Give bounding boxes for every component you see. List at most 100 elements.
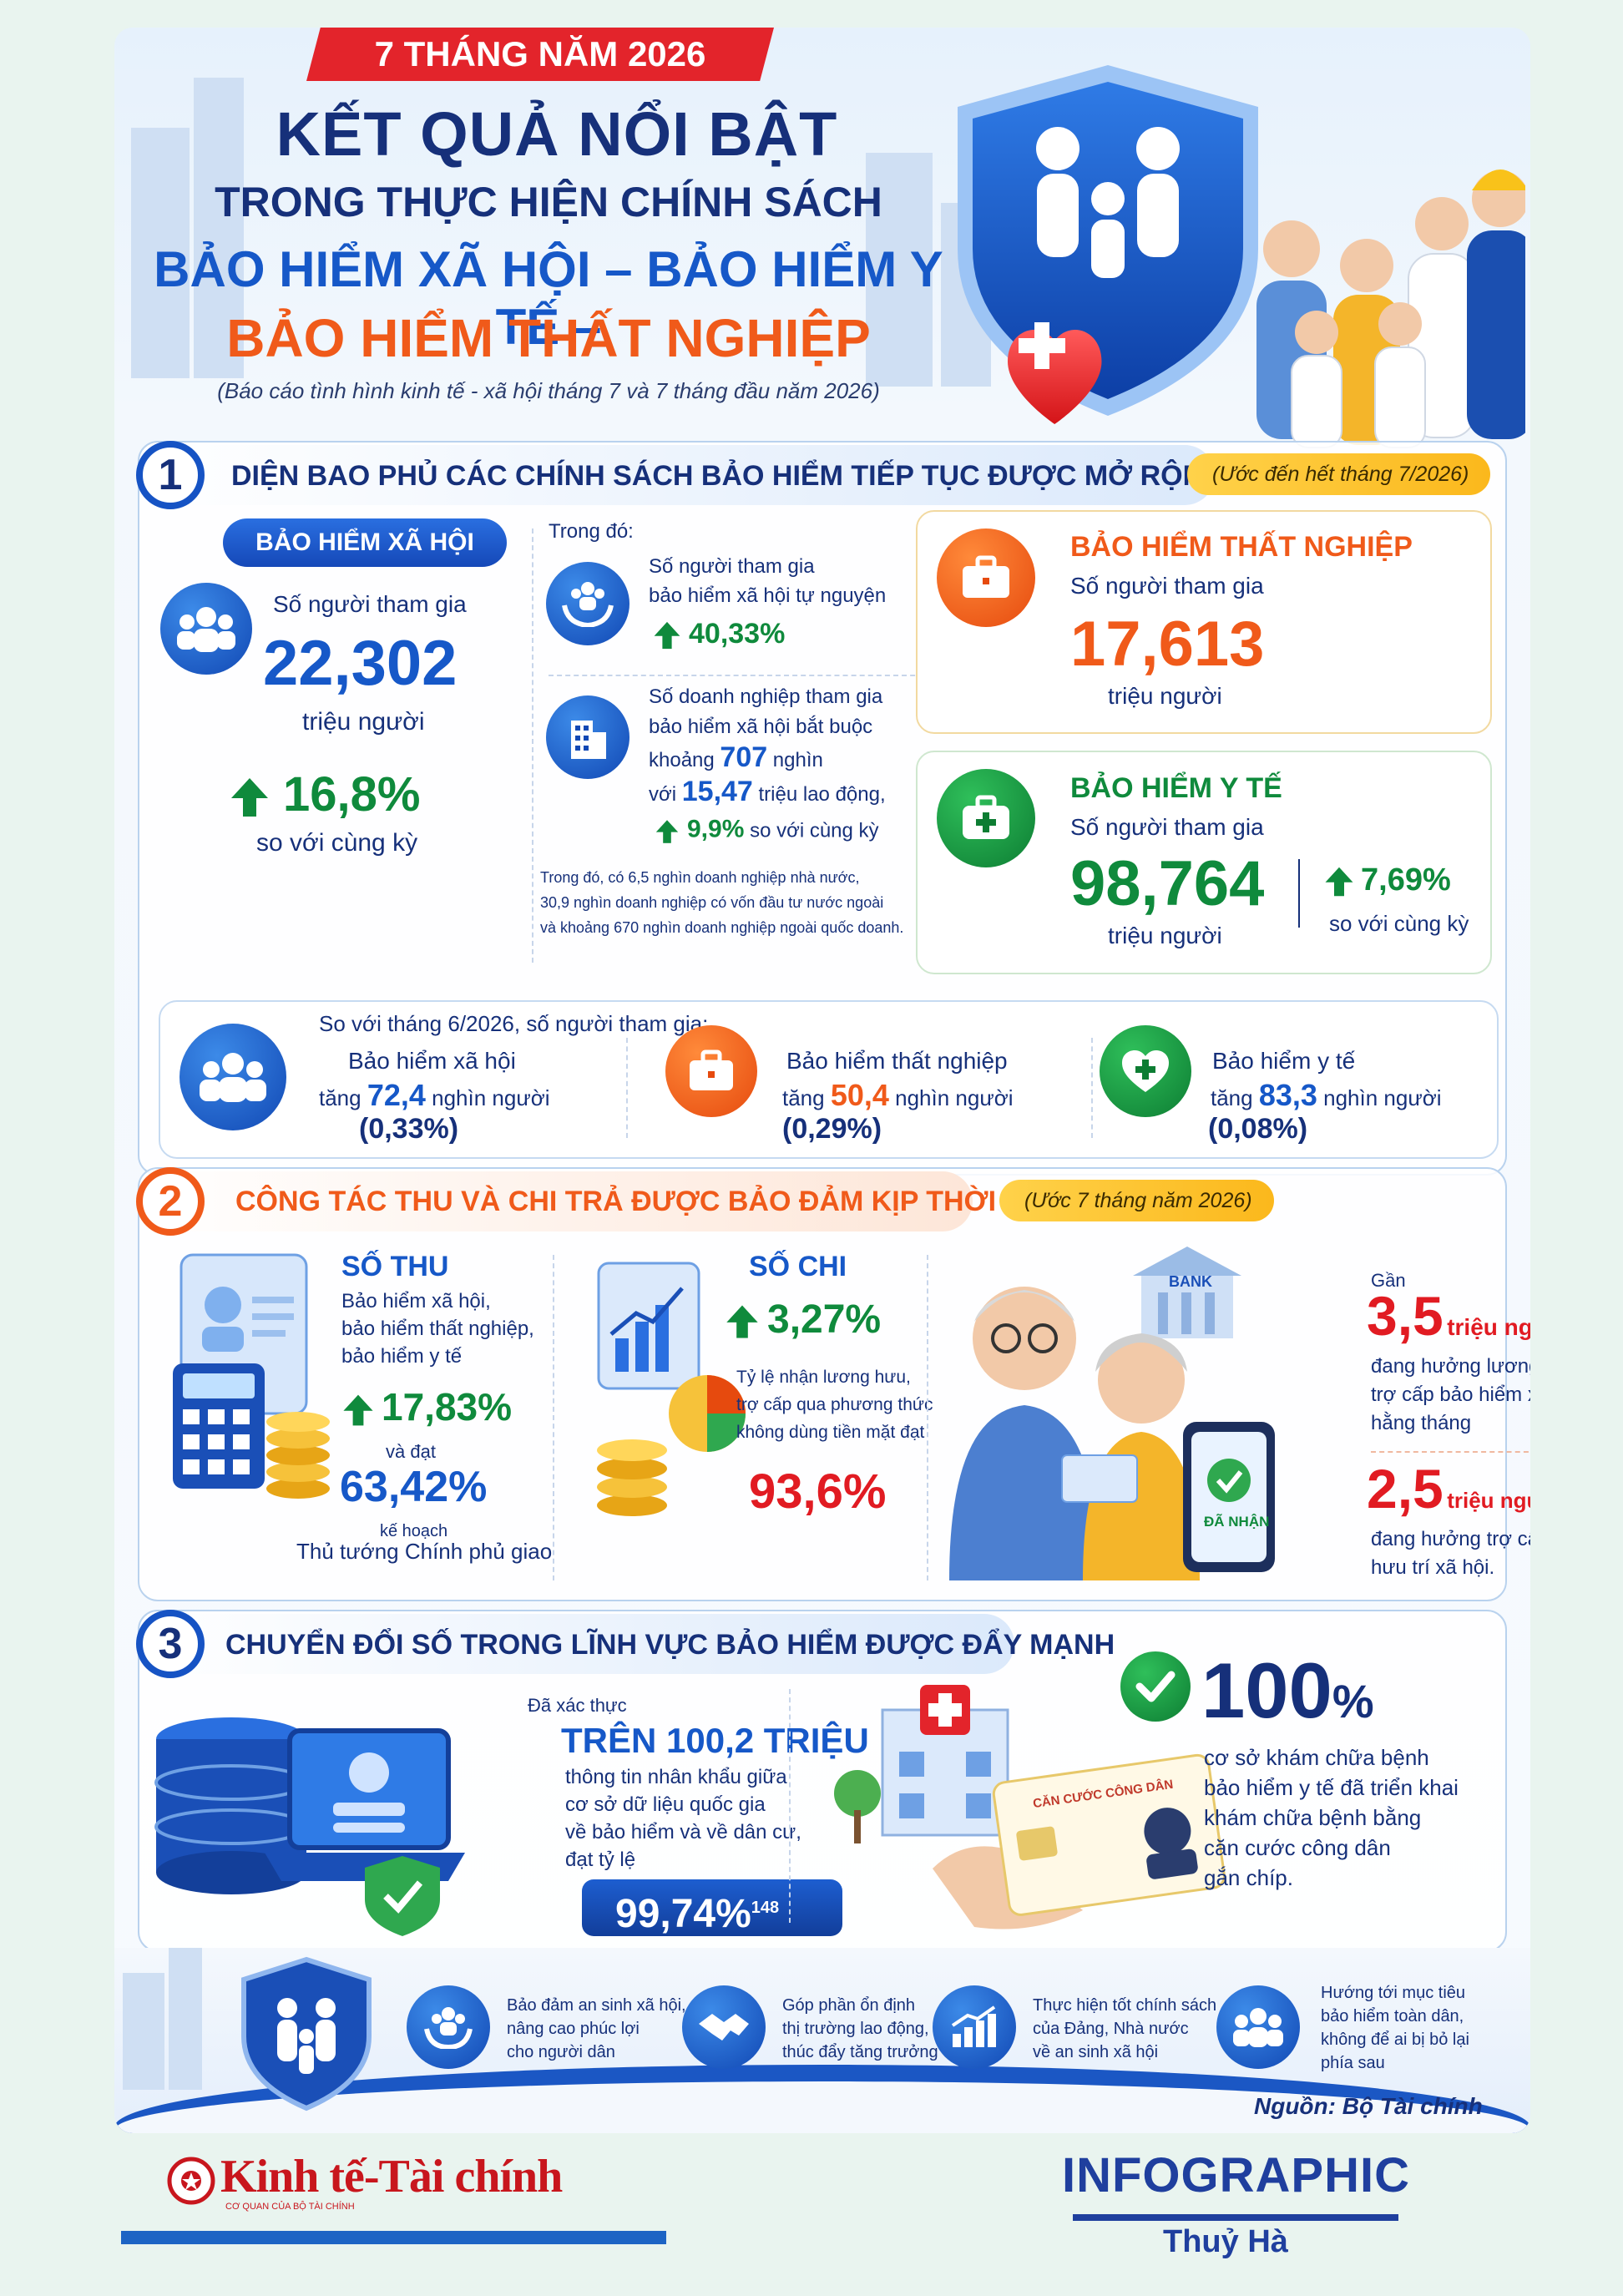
dn-line1: Số doanh nghiệp tham gia bbox=[649, 685, 883, 708]
sothu-line4: kế hoạch bbox=[380, 1522, 448, 1540]
phone-text: ĐÃ NHẬN bbox=[1204, 1513, 1269, 1530]
goal-4-line3: không để ai bị bỏ lại bbox=[1321, 2030, 1469, 2049]
sochi-growth: 3,27% bbox=[724, 1297, 881, 1343]
cmp-unit: nghìn người bbox=[425, 1085, 550, 1110]
briefcase-icon bbox=[937, 528, 1035, 627]
pension-desc1-l1: đang hưởng lương hưu, bbox=[1371, 1355, 1530, 1378]
bhyt-box bbox=[916, 751, 1492, 974]
section3-title: CHUYỂN ĐỔI SỐ TRONG LĨNH VỰC BẢO HIỂM ĐƯ… bbox=[225, 1629, 1115, 1661]
cmp-bhyt-change: tăng 83,3 nghìn người bbox=[1211, 1078, 1442, 1113]
chart-coins-illustration bbox=[597, 1262, 746, 1516]
section2-header bbox=[138, 1171, 973, 1231]
sochi-line2: trợ cấp qua phương thức bbox=[736, 1395, 933, 1414]
goal-1-line1: Bảo đảm an sinh xã hội, bbox=[507, 1996, 686, 2015]
cmp-unit: nghìn người bbox=[888, 1085, 1014, 1110]
dn-growth: 9,9% so với cùng kỳ bbox=[649, 812, 879, 851]
pct100-value: 100 bbox=[1201, 1646, 1332, 1734]
cmp-prefix: tăng bbox=[1211, 1085, 1259, 1110]
section1-header bbox=[138, 445, 1215, 505]
bhyt-growth-value: 7,69% bbox=[1361, 862, 1451, 898]
database-laptop-illustration bbox=[154, 1717, 465, 1936]
dn-line4-suffix: triệu lao động, bbox=[752, 783, 886, 806]
dn-line3: khoảng 707 nghìn bbox=[649, 741, 823, 774]
dn-labor: 15,47 bbox=[681, 776, 753, 807]
bhyt-label: BẢO HIỂM Y TẾ bbox=[1070, 772, 1282, 804]
pct100-desc-l5: gắn chíp. bbox=[1204, 1865, 1293, 1890]
section1-number: 1 bbox=[136, 441, 205, 509]
cmp-bhxh-value: 72,4 bbox=[367, 1078, 426, 1112]
bhyt-unit: triệu người bbox=[1108, 923, 1222, 948]
goal-4-line2: bảo hiểm toàn dân, bbox=[1321, 2007, 1464, 2025]
divider bbox=[1298, 859, 1300, 928]
pension-value1: 3,5 bbox=[1367, 1285, 1444, 1347]
city-building bbox=[866, 153, 933, 387]
hospital-idcard-illustration: CĂN CƯỚC CÔNG DÂN bbox=[834, 1685, 1226, 1929]
brand-tagline: CƠ QUAN CỦA BỘ TÀI CHÍNH bbox=[225, 2202, 355, 2212]
cmp-bhxh-change: tăng 72,4 nghìn người bbox=[319, 1078, 550, 1113]
dn-line2: bảo hiểm xã hội bắt buộc bbox=[649, 716, 873, 738]
up-arrow-icon bbox=[655, 820, 679, 843]
goal-4: Hướng tới mục tiêu bảo hiểm toàn dân, khôn… bbox=[1321, 1981, 1469, 2075]
divider bbox=[1091, 1038, 1093, 1138]
section3-number: 3 bbox=[136, 1610, 205, 1678]
goal-2: Góp phần ổn định thị trường lao động, thúc… bbox=[782, 1994, 938, 2064]
bank-sign: BANK bbox=[1169, 1273, 1212, 1290]
credit-label: INFOGRAPHIC bbox=[1062, 2148, 1410, 2202]
bhxh-growth-value: 16,8% bbox=[283, 767, 421, 822]
infographic-card: 7 THÁNG NĂM 2026 KẾT QUẢ NỔI BẬT TRONG T… bbox=[114, 28, 1530, 2133]
bhyt-growth: 7,69% bbox=[1321, 862, 1451, 901]
pct100-desc-l4: căn cước công dân bbox=[1204, 1835, 1391, 1860]
dn-line3-suffix: nghìn bbox=[767, 749, 823, 771]
pct100-sign: % bbox=[1332, 1675, 1374, 1727]
cmp-prefix: tăng bbox=[319, 1085, 367, 1110]
sothu-line1: Bảo hiểm xã hội, bbox=[341, 1290, 491, 1312]
rate-badge: 99,74%148 bbox=[582, 1879, 842, 1936]
sothu-line3: bảo hiểm y tế bbox=[341, 1345, 463, 1368]
note-line3: và khoảng 670 nghìn doanh nghiệp ngoài q… bbox=[540, 919, 904, 936]
dn-line4-prefix: với bbox=[649, 783, 682, 806]
pct100-desc-l2: bảo hiểm y tế đã triển khai bbox=[1204, 1775, 1459, 1800]
sothu-and: và đạt bbox=[386, 1441, 436, 1462]
up-arrow-icon bbox=[726, 1305, 758, 1338]
up-arrow-icon bbox=[1325, 867, 1353, 897]
goal-3-line3: về an sinh xã hội bbox=[1033, 2043, 1159, 2061]
brand-logo: Kinh tế-Tài chính CƠ QUAN CỦA BỘ TÀI CHÍ… bbox=[167, 2150, 576, 2212]
sothu-line2: bảo hiểm thất nghiệp, bbox=[341, 1317, 534, 1340]
hands-people-icon bbox=[546, 562, 629, 645]
pension-value1-row: 3,5 triệu người bbox=[1367, 1284, 1530, 1348]
up-arrow-icon bbox=[654, 621, 680, 650]
title-line2: TRONG THỰC HIỆN CHÍNH SÁCH bbox=[215, 179, 882, 225]
bhxh-value: 22,302 bbox=[263, 628, 458, 699]
dn-line4: với 15,47 triệu lao động, bbox=[649, 776, 886, 808]
bhxh-compare: so với cùng kỳ bbox=[256, 829, 418, 857]
compare-heading: So với tháng 6/2026, số người tham gia: bbox=[319, 1011, 709, 1036]
section2-pill: (Ước 7 tháng năm 2026) bbox=[999, 1180, 1274, 1221]
cmp-unit: nghìn người bbox=[1317, 1085, 1442, 1110]
cmp-bhyt-label: Bảo hiểm y tế bbox=[1212, 1048, 1356, 1074]
sochi-growth-value: 3,27% bbox=[767, 1297, 882, 1342]
divider bbox=[1371, 1451, 1530, 1453]
up-arrow-icon bbox=[231, 777, 268, 818]
tunguyen-growth-value: 40,33% bbox=[689, 617, 786, 650]
source-note: Nguồn: Bộ Tài chính bbox=[1254, 2093, 1483, 2119]
verified-line3: về bảo hiểm và về dân cư, bbox=[565, 1821, 801, 1843]
sothu-label: SỐ THU bbox=[341, 1251, 449, 1282]
sochi-value: 93,6% bbox=[749, 1464, 887, 1519]
pension-value2-row: 2,5 triệu người bbox=[1367, 1457, 1530, 1520]
growth-chart-icon bbox=[933, 1985, 1016, 2069]
goal-3-line1: Thực hiện tốt chính sách bbox=[1033, 1996, 1217, 2015]
divider bbox=[532, 528, 533, 963]
goal-2-line2: thị trường lao động, bbox=[782, 2020, 929, 2038]
sothu-line5: Thủ tướng Chính phủ giao bbox=[296, 1539, 553, 1564]
bhtn-value: 17,613 bbox=[1070, 609, 1265, 680]
cmp-bhyt-pct: (0,08%) bbox=[1208, 1113, 1308, 1145]
cmp-bhtn-change: tăng 50,4 nghìn người bbox=[782, 1078, 1014, 1113]
bhtn-label: BẢO HIỂM THẤT NGHIỆP bbox=[1070, 531, 1413, 563]
goal-1-line3: cho người dân bbox=[507, 2043, 615, 2061]
pension-desc1-l3: hằng tháng bbox=[1371, 1412, 1472, 1434]
city-building bbox=[194, 78, 244, 378]
period-ribbon: 7 THÁNG NĂM 2026 bbox=[306, 28, 774, 81]
verified-line1: thông tin nhân khẩu giữa bbox=[565, 1766, 787, 1788]
trong-do-label: Trong đó: bbox=[549, 520, 634, 543]
dn-growth-value: 9,9% bbox=[687, 815, 745, 843]
